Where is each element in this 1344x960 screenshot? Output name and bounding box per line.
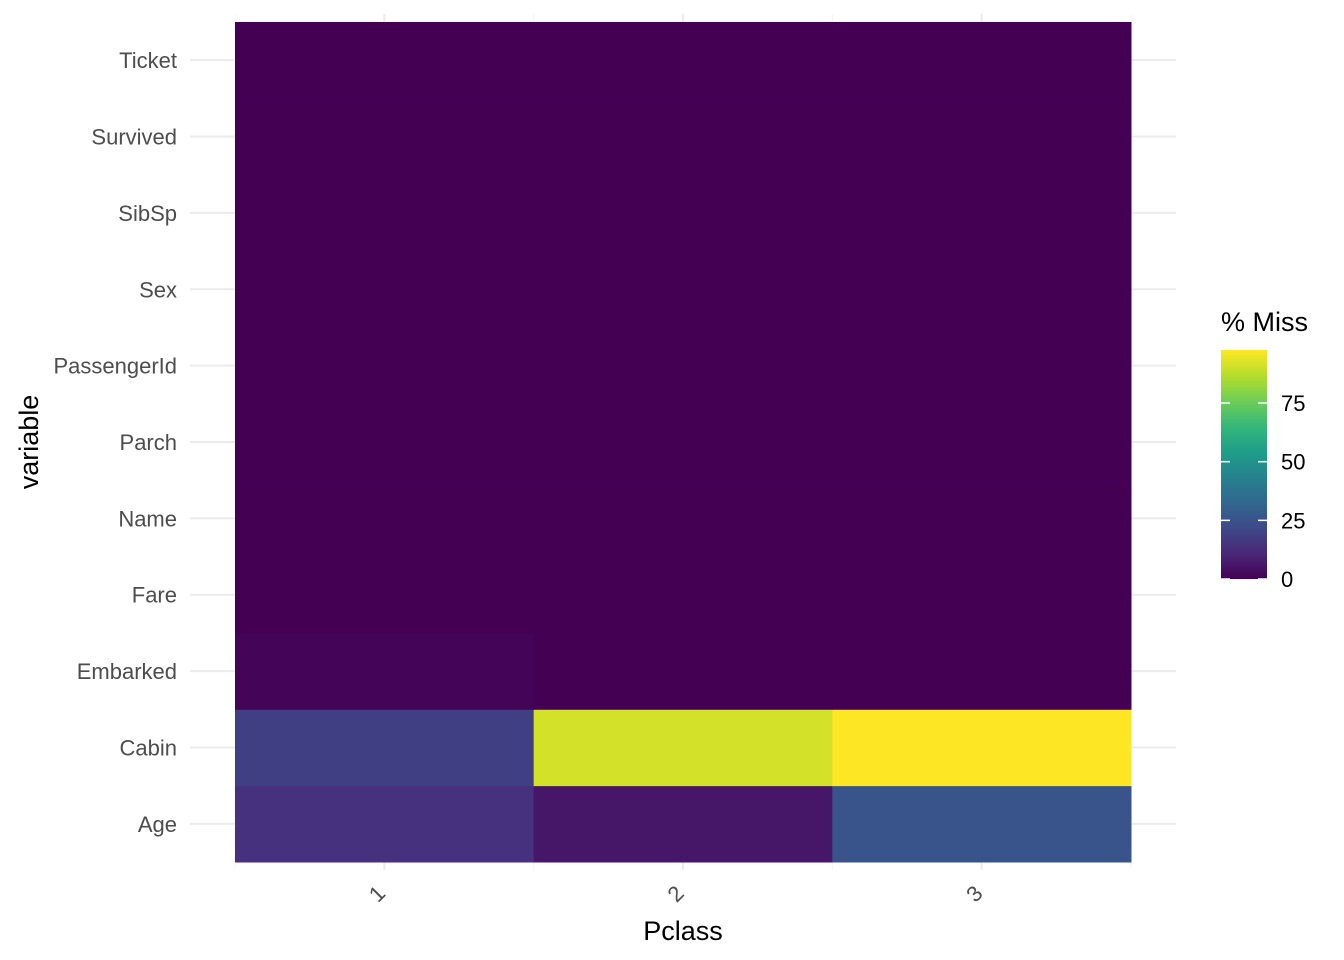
heatmap-cell-cabin-2	[533, 709, 833, 787]
y-tick-label: Age	[138, 812, 177, 837]
heatmap-cell-survived-2	[533, 98, 833, 176]
y-tick-label: SibSp	[118, 201, 177, 226]
y-tick-label: Ticket	[119, 48, 177, 73]
y-axis-tick-labels: Age Cabin Embarked Fare Name Parch PassengerId…	[53, 48, 177, 837]
heatmap-cell-cabin-3	[832, 709, 1132, 787]
heatmap-cell-age-2	[533, 785, 833, 863]
y-tick-label: Cabin	[120, 735, 177, 760]
heatmap-cell-ticket-2	[533, 22, 833, 99]
heatmap-cell-sibsp-1	[235, 174, 535, 252]
heatmap-cell-fare-2	[533, 556, 833, 634]
x-axis-tick-labels: 1 2 3	[364, 881, 988, 907]
legend-tick-label: 50	[1281, 450, 1305, 475]
x-tick-label: 3	[961, 881, 987, 907]
heatmap-cell-age-1	[235, 785, 535, 863]
x-axis-title: Pclass	[643, 916, 723, 946]
heatmap-cell-embarked-1	[235, 632, 535, 710]
legend-tick-label: 75	[1281, 391, 1305, 416]
legend-title: % Miss	[1221, 307, 1308, 337]
heatmap-cell-name-2	[533, 480, 833, 558]
y-axis-title: variable	[14, 395, 44, 490]
legend-ticks: 0 25 50 75	[1221, 391, 1305, 592]
legend-colorbar	[1221, 350, 1267, 579]
heatmap-cell-fare-3	[832, 556, 1132, 634]
heatmap-cell-passengerid-1	[235, 327, 535, 405]
y-tick-label: Survived	[91, 125, 177, 150]
heatmap-cell-fare-1	[235, 556, 535, 634]
heatmap-cell-passengerid-2	[533, 327, 833, 405]
heatmap-cells	[235, 22, 1132, 863]
heatmap-cell-sex-2	[533, 251, 833, 328]
heatmap-cell-name-3	[832, 480, 1132, 558]
heatmap-cell-ticket-3	[832, 22, 1132, 99]
heatmap-cell-sibsp-3	[832, 174, 1132, 252]
heatmap-cell-name-1	[235, 480, 535, 558]
heatmap-cell-passengerid-3	[832, 327, 1132, 405]
legend-tick-label: 25	[1281, 508, 1305, 533]
heatmap-cell-parch-1	[235, 403, 535, 481]
heatmap-cell-parch-2	[533, 403, 833, 481]
heatmap-cell-parch-3	[832, 403, 1132, 481]
y-tick-label: Embarked	[77, 659, 177, 684]
y-tick-label: Fare	[132, 583, 177, 608]
x-tick-label: 1	[364, 881, 390, 907]
heatmap-cell-ticket-1	[235, 22, 535, 99]
heatmap-cell-embarked-3	[832, 632, 1132, 710]
heatmap-cell-age-3	[832, 785, 1132, 863]
heatmap-cell-sex-3	[832, 251, 1132, 328]
heatmap-cell-embarked-2	[533, 632, 833, 710]
color-legend: % Miss 0 25 50 75	[1221, 307, 1308, 592]
heatmap-cell-sex-1	[235, 251, 535, 328]
x-tick-label: 2	[663, 881, 689, 907]
y-tick-label: Parch	[120, 430, 177, 455]
y-tick-label: Sex	[139, 277, 177, 302]
heatmap-cell-survived-3	[832, 98, 1132, 176]
heatmap-cell-survived-1	[235, 98, 535, 176]
heatmap-cell-sibsp-2	[533, 174, 833, 252]
heatmap-cell-cabin-1	[235, 709, 535, 787]
y-tick-label: Name	[118, 506, 177, 531]
legend-tick-label: 0	[1281, 567, 1293, 592]
y-tick-label: PassengerId	[53, 354, 177, 379]
